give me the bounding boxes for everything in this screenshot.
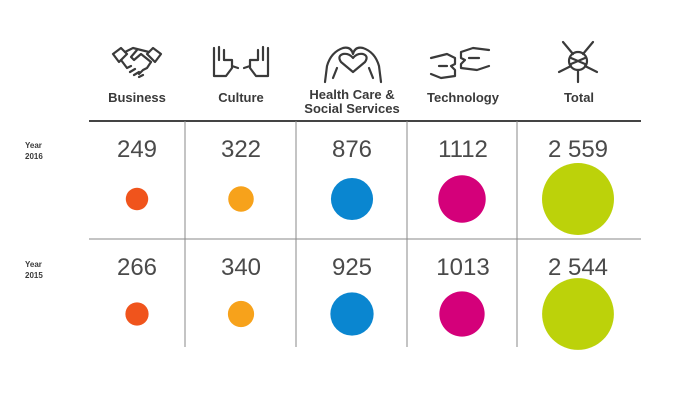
column-label-health-care: Health Care & Social Services [304,87,400,116]
heart-hands-icon [321,42,385,89]
bubble-2016-3 [438,175,486,223]
value-label: 2 559 [547,136,609,163]
bubble-2016-4 [542,163,614,235]
handshake-icon [111,42,163,89]
value-label: 266 [116,254,158,281]
bubble-2015-0 [125,302,149,326]
value-label: 1013 [436,254,490,281]
value-label: 322 [220,136,262,163]
value-label: 340 [220,254,262,281]
row-label-year: 2016 [25,152,43,161]
value-label: 925 [331,254,373,281]
bubble-2015-3 [439,291,485,337]
bubble-2015-1 [227,300,255,328]
bubble-2016-2 [330,177,374,221]
value-label: 1112 [438,136,488,163]
column-label-business: Business [108,90,166,105]
value-label: 249 [116,136,158,163]
bubble-2015-4 [542,278,614,350]
bubble-2016-0 [125,187,149,211]
column-label-technology: Technology [427,90,499,105]
column-label-culture: Culture [218,90,264,105]
row-label-2015: Year 2015 [25,259,65,281]
bubble-2016-1 [228,186,254,212]
puzzle-hands-icon [429,44,491,89]
value-label: 2 544 [547,254,609,281]
row-label-2016: Year 2016 [25,140,65,162]
row-label-prefix: Year [25,260,42,269]
bubble-2015-2 [330,292,374,336]
hands-icon [210,42,272,89]
value-label: 876 [331,136,373,163]
row-label-year: 2015 [25,271,43,280]
row-label-prefix: Year [25,141,42,150]
stacked-hands-icon [555,38,601,89]
column-label-total: Total [563,90,595,105]
